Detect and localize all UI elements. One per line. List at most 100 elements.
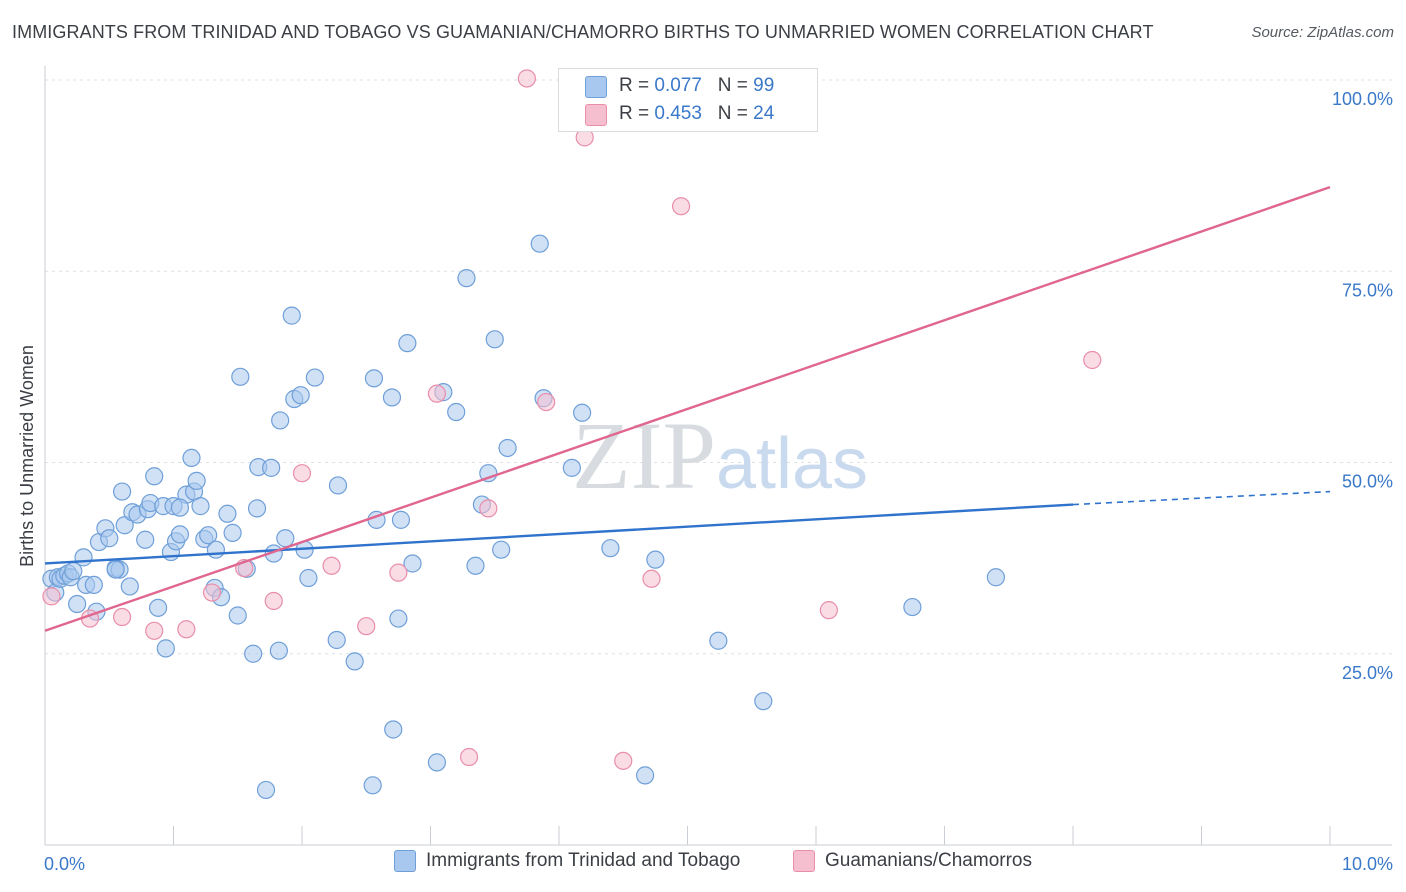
point-trinidad — [291, 386, 310, 405]
point-guamanian — [459, 747, 479, 767]
x-tick-label: 0.0% — [44, 854, 85, 874]
point-guamanian — [642, 569, 661, 588]
point-trinidad — [345, 652, 364, 671]
point-trinidad — [382, 388, 402, 407]
stats-pink-r-label: R = — [619, 103, 650, 124]
point-trinidad — [530, 234, 549, 253]
legend-item-guamanian[interactable]: Guamanians/Chamorros — [793, 850, 1032, 872]
point-trinidad — [228, 606, 247, 625]
point-trinidad — [100, 529, 119, 548]
point-trinidad — [457, 269, 476, 288]
point-trinidad — [247, 499, 267, 518]
point-trinidad — [384, 720, 403, 739]
point-trinidad — [573, 403, 592, 422]
legend-item-trinidad[interactable]: Immigrants from Trinidad and Tobago — [394, 850, 740, 872]
point-trinidad — [754, 692, 773, 711]
point-trinidad — [231, 367, 250, 386]
point-trinidad — [646, 550, 665, 569]
point-trinidad — [199, 526, 218, 545]
point-guamanian — [671, 197, 691, 216]
point-trinidad — [271, 411, 290, 430]
trend-layer — [44, 185, 1331, 632]
point-trinidad — [364, 369, 384, 388]
legend-swatch-blue — [394, 850, 416, 872]
trendline-trinidad — [44, 503, 1074, 565]
point-guamanian — [145, 621, 164, 640]
point-trinidad — [709, 631, 728, 650]
points-layer — [42, 68, 1102, 800]
point-trinidad — [112, 482, 132, 501]
legend-label-trinidad: Immigrants from Trinidad and Tobago — [426, 850, 741, 871]
source-label: Source: ZipAtlas.com — [1251, 24, 1394, 41]
point-trinidad — [447, 402, 466, 422]
point-trinidad — [218, 504, 237, 523]
stats-box: R = 0.077 N = 99 R = 0.453 N = 24 — [558, 68, 818, 132]
point-trinidad — [492, 540, 511, 559]
point-trinidad — [328, 476, 348, 495]
y-axis-label: Births to Unmarried Women — [17, 345, 37, 567]
point-guamanian — [614, 751, 633, 770]
point-trinidad — [191, 497, 210, 516]
point-trinidad — [74, 548, 93, 567]
point-trinidad — [170, 498, 190, 517]
stats-swatch-pink — [585, 104, 607, 126]
stats-pink-n-label: N = — [717, 103, 748, 124]
point-trinidad — [223, 523, 242, 542]
point-trinidad — [148, 598, 168, 617]
y-tick-label: 75.0% — [1342, 280, 1393, 300]
point-trinidad — [391, 510, 411, 529]
point-guamanian — [819, 601, 838, 620]
y-tick-label: 100.0% — [1332, 89, 1393, 109]
trendline-trinidad-projection — [1072, 490, 1331, 506]
point-trinidad — [84, 575, 103, 595]
point-trinidad — [427, 753, 447, 772]
point-guamanian — [292, 464, 312, 483]
point-guamanian — [479, 499, 498, 518]
point-guamanian — [427, 384, 447, 403]
point-trinidad — [635, 766, 655, 785]
point-trinidad — [363, 776, 382, 795]
legend-swatch-pink — [793, 850, 815, 872]
point-trinidad — [68, 594, 87, 614]
point-guamanian — [112, 607, 132, 627]
point-trinidad — [145, 467, 164, 486]
point-trinidad — [398, 334, 417, 353]
point-trinidad — [403, 554, 422, 573]
watermark-atlas: atlas — [716, 424, 868, 504]
point-trinidad — [244, 644, 263, 663]
axis-layer: 25.0% 50.0% 75.0% 100.0% 0.0% 10.0% — [44, 66, 1393, 874]
watermark-zip: ZIP — [572, 402, 716, 509]
legend: Immigrants from Trinidad and Tobago Guam… — [0, 850, 1406, 880]
point-guamanian — [202, 583, 222, 602]
point-trinidad — [986, 568, 1006, 587]
point-guamanian — [517, 69, 536, 88]
point-guamanian — [357, 617, 376, 636]
point-trinidad — [170, 525, 190, 544]
stats-blue-n-value: 99 — [753, 75, 775, 96]
stats-pink-r-value: 0.453 — [654, 103, 702, 124]
point-trinidad — [903, 597, 922, 617]
y-tick-label: 50.0% — [1342, 472, 1393, 492]
point-trinidad — [562, 458, 581, 477]
stats-blue-n-label: N = — [717, 75, 748, 96]
point-trinidad — [498, 438, 517, 458]
point-guamanian — [1083, 350, 1102, 370]
y-tick-label: 25.0% — [1342, 663, 1393, 683]
point-trinidad — [262, 458, 281, 477]
stats-blue-r-value: 0.077 — [654, 75, 702, 96]
stats-pink-n-value: 24 — [753, 103, 775, 124]
point-trinidad — [136, 530, 155, 549]
stats-blue-r-label: R = — [619, 75, 650, 96]
chart-title: IMMIGRANTS FROM TRINIDAD AND TOBAGO VS G… — [12, 22, 1154, 42]
point-guamanian — [322, 556, 341, 575]
point-guamanian — [264, 591, 283, 611]
point-trinidad — [182, 448, 201, 468]
legend-label-guamanian: Guamanians/Chamorros — [825, 850, 1032, 871]
point-trinidad — [601, 539, 620, 558]
point-trinidad — [156, 639, 175, 658]
point-guamanian — [177, 620, 196, 639]
point-trinidad — [305, 368, 324, 387]
point-trinidad — [327, 630, 346, 650]
point-trinidad — [269, 641, 288, 660]
